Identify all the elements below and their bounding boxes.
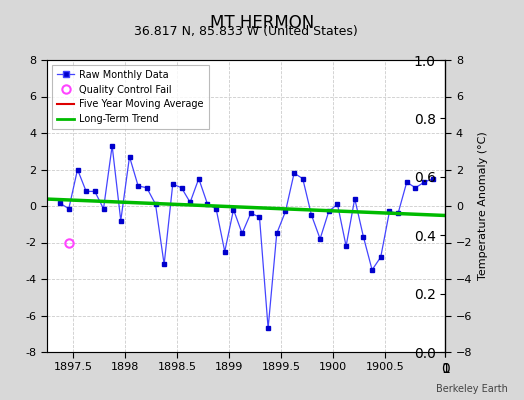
- Text: MT HERMON: MT HERMON: [210, 14, 314, 32]
- Title: 36.817 N, 85.833 W (United States): 36.817 N, 85.833 W (United States): [134, 25, 358, 38]
- Text: Berkeley Earth: Berkeley Earth: [436, 384, 508, 394]
- Y-axis label: Temperature Anomaly (°C): Temperature Anomaly (°C): [478, 132, 488, 280]
- Legend: Raw Monthly Data, Quality Control Fail, Five Year Moving Average, Long-Term Tren: Raw Monthly Data, Quality Control Fail, …: [52, 65, 209, 129]
